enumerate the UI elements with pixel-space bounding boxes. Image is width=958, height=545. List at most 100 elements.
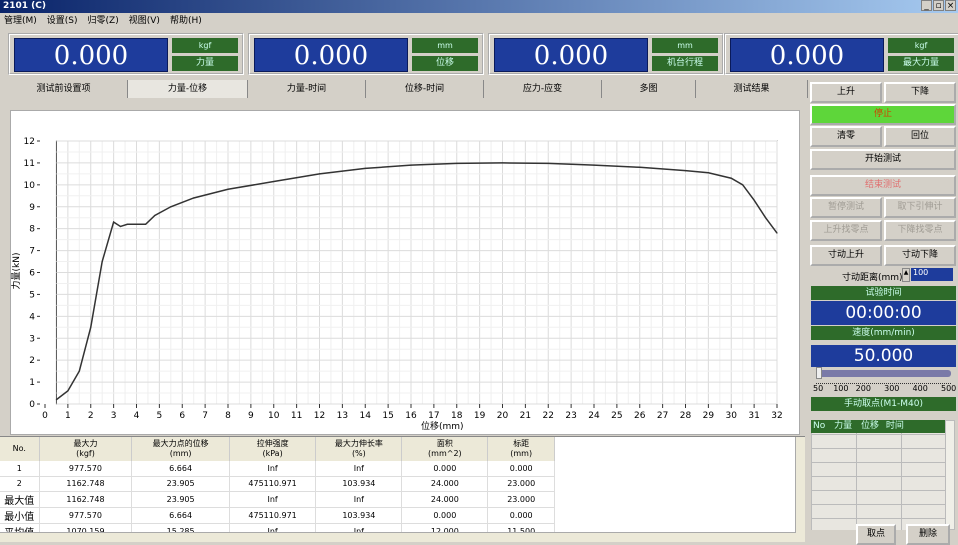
x-tick-label: 9: [248, 411, 254, 421]
data-point: [78, 370, 80, 372]
manual-points-scrollbar[interactable]: [945, 420, 955, 530]
down-find-zero-button[interactable]: 下降找零点: [884, 220, 956, 241]
data-point: [730, 177, 732, 179]
x-tick-label: 19: [474, 411, 486, 421]
slider-ticks: [816, 380, 951, 384]
data-point: [593, 164, 595, 166]
y-tick-label: 7: [29, 247, 35, 257]
force-displacement-chart: 0 1 2 3 4 5 6 7 8 9 10 11 12 13 14 15 16 17 18 19 20 21 22 23 24…: [10, 137, 783, 432]
jog-distance-input[interactable]: 100: [911, 268, 953, 281]
chart-panel: 0 1 2 3 4 5 6 7 8 9 10 11 12 13 14 15 16 17 18 19 20 21 22 23 24…: [10, 110, 800, 435]
table-cell: 1162.748: [39, 491, 133, 508]
pause-test-button[interactable]: 暂停测试: [810, 197, 882, 218]
x-tick-label: 6: [179, 411, 185, 421]
header-force: 力量: [834, 421, 853, 431]
table-row[interactable]: 最大值 1162.748 23.905 Inf Inf 24.000 23.000: [0, 491, 555, 508]
table-cell: 1162.748: [39, 476, 133, 492]
x-tick-label: 2: [88, 411, 94, 421]
table-cell: 2: [0, 476, 40, 492]
speed-slider[interactable]: [816, 367, 951, 379]
column-header[interactable]: No.: [0, 437, 40, 461]
jog-down-button[interactable]: 寸动下降: [884, 245, 956, 266]
start-test-button[interactable]: 开始测试: [810, 149, 956, 170]
x-tick-label: 3: [111, 411, 117, 421]
tab-force-time[interactable]: 力量-时间: [248, 80, 366, 98]
up-find-zero-button[interactable]: 上升找零点: [810, 220, 882, 241]
column-header[interactable]: 标距 (mm): [487, 437, 555, 461]
column-header[interactable]: 最大力点的位移 (mm): [131, 437, 230, 461]
data-point: [776, 232, 778, 234]
window-title: 2101 (C): [3, 1, 47, 11]
column-header[interactable]: 面积 (mm^2): [401, 437, 489, 461]
down-button[interactable]: 下降: [884, 82, 956, 103]
remove-extensometer-button[interactable]: 取下引伸计: [884, 197, 956, 218]
tab-force-displacement[interactable]: 力量-位移: [128, 80, 248, 98]
results-table-panel: No. 最大力 (kgf) 最大力点的位移 (mm) 拉伸强度 (kPa) 最大力伸长率…: [0, 436, 805, 542]
x-tick-label: 10: [268, 411, 280, 421]
column-header[interactable]: 最大力伸长率 (%): [315, 437, 403, 461]
force-label: 力量: [172, 56, 238, 71]
table-cell: 475110.971: [229, 476, 317, 492]
table-vertical-scrollbar[interactable]: [795, 437, 805, 533]
slider-tick-label: 400: [912, 384, 928, 393]
table-row[interactable]: 1 977.570 6.664 Inf Inf 0.000 0.000: [0, 461, 555, 477]
tab-multi-chart[interactable]: 多图: [602, 80, 696, 98]
x-tick-label: 18: [451, 411, 463, 421]
home-button[interactable]: 回位: [884, 126, 956, 147]
tab-bar: 测试前设置项 力量-位移 力量-时间 位移-时间 应力-应变 多图 测试结果: [0, 80, 808, 98]
x-tick-label: 11: [291, 411, 302, 421]
tab-test-results[interactable]: 测试结果: [696, 80, 808, 98]
column-header[interactable]: 拉伸强度 (kPa): [229, 437, 317, 461]
data-point: [639, 166, 641, 168]
table-horizontal-scrollbar[interactable]: [0, 532, 805, 542]
data-point: [742, 184, 744, 186]
zero-button[interactable]: 清零: [810, 126, 882, 147]
manual-points-grid: No 力量 位移 时间: [811, 420, 945, 530]
jog-distance-spinner[interactable]: ▲: [902, 268, 910, 282]
menu-view[interactable]: 视图(V): [128, 16, 160, 26]
end-test-button[interactable]: 结束测试: [810, 175, 956, 196]
stop-button[interactable]: 停止: [810, 104, 956, 125]
x-tick-label: 25: [611, 411, 622, 421]
max-force-value: 0.000: [730, 38, 884, 72]
table-row[interactable]: 2 1162.748 23.905 475110.971 103.934 24.000 23…: [0, 476, 555, 492]
tab-displacement-time[interactable]: 位移-时间: [366, 80, 484, 98]
header-displacement: 位移: [861, 421, 880, 431]
data-point: [154, 214, 156, 217]
close-button[interactable]: ×: [945, 0, 956, 11]
data-point: [126, 223, 128, 225]
table-cell: 最大值: [0, 491, 40, 508]
data-point: [101, 260, 103, 263]
table-cell: 0.000: [401, 507, 489, 524]
table-cell: 23.905: [131, 491, 230, 508]
data-point: [547, 162, 549, 164]
menu-zero[interactable]: 归零(Z): [87, 16, 119, 26]
data-point: [273, 180, 275, 183]
x-tick-label: 13: [337, 411, 348, 421]
y-tick-label: 11: [24, 159, 35, 169]
maximize-button[interactable]: ▫: [933, 0, 944, 11]
slider-tick-label: 50: [813, 384, 824, 393]
displacement-value: 0.000: [254, 38, 408, 72]
y-tick-label: 2: [29, 356, 35, 366]
minimize-button[interactable]: _: [921, 0, 932, 11]
up-button[interactable]: 上升: [810, 82, 882, 103]
menu-settings[interactable]: 设置(S): [46, 16, 78, 26]
menu-help[interactable]: 帮助(H): [169, 16, 202, 26]
y-tick-label: 1: [29, 378, 35, 388]
column-header[interactable]: 最大力 (kgf): [39, 437, 133, 461]
data-point: [113, 221, 115, 223]
x-tick-label: 15: [382, 411, 393, 421]
jog-up-button[interactable]: 寸动上升: [810, 245, 882, 266]
x-tick-label: 24: [588, 411, 600, 421]
menu-manage[interactable]: 管理(M): [4, 16, 37, 26]
table-cell: 1: [0, 461, 40, 477]
max-force-unit: kgf: [888, 38, 954, 53]
max-force-readout: 0.000 kgf 最大力量: [724, 33, 958, 75]
tab-stress-strain[interactable]: 应力-应变: [484, 80, 602, 98]
speed-slider-handle[interactable]: [816, 367, 822, 379]
test-time-label: 试验时间: [811, 286, 956, 300]
table-row[interactable]: 最小值 977.570 6.664 475110.971 103.934 0.000 0.0…: [0, 507, 555, 524]
tab-pretest-settings[interactable]: 测试前设置项: [0, 80, 128, 98]
x-tick-label: 29: [703, 411, 715, 421]
